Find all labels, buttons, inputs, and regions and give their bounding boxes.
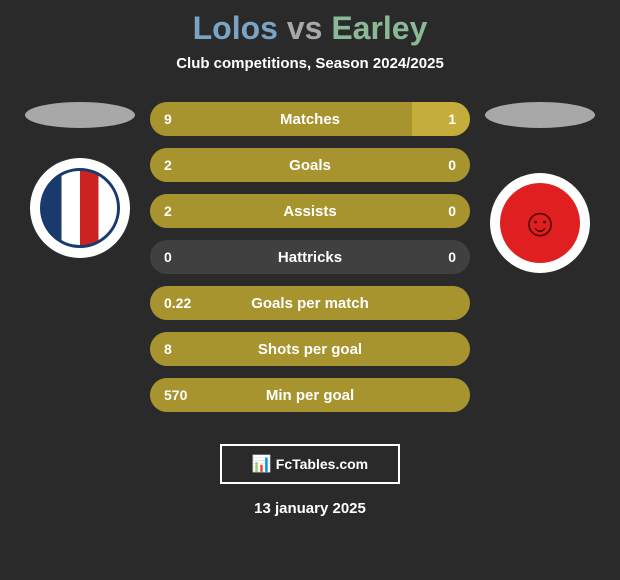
stat-label: Goals per match — [251, 295, 369, 312]
stat-right-value: 1 — [448, 111, 456, 127]
stat-bar: 570 Min per goal — [150, 378, 470, 412]
fctables-label: FcTables.com — [276, 456, 368, 472]
stat-bar: 0.22 Goals per match — [150, 286, 470, 320]
stat-right-value: 0 — [448, 249, 456, 265]
left-crest-icon — [40, 168, 120, 248]
stat-bar: 2 Assists 0 — [150, 194, 470, 228]
stats-column: 9 Matches 1 2 Goals 0 2 Assists 0 0 Hattricks 0 0.22… — [150, 102, 470, 424]
left-oval — [25, 102, 135, 128]
vs-text: vs — [287, 10, 323, 46]
subtitle: Club competitions, Season 2024/2025 — [0, 55, 620, 72]
stat-left-value: 9 — [164, 111, 172, 127]
stat-right-value: 0 — [448, 203, 456, 219]
comparison-title: Lolos vs Earley — [0, 10, 620, 47]
stat-left-value: 2 — [164, 203, 172, 219]
stat-left-value: 570 — [164, 387, 187, 403]
stat-bar: 8 Shots per goal — [150, 332, 470, 366]
bar-right-fill — [412, 102, 470, 136]
stat-left-value: 8 — [164, 341, 172, 357]
stat-left-value: 0.22 — [164, 295, 191, 311]
stat-label: Hattricks — [278, 249, 342, 266]
right-side-column: ☺ — [480, 102, 600, 273]
stat-label: Min per goal — [266, 387, 354, 404]
stat-bar: 9 Matches 1 — [150, 102, 470, 136]
stat-label: Matches — [280, 111, 340, 128]
player-left-name: Lolos — [193, 10, 278, 46]
stat-left-value: 2 — [164, 157, 172, 173]
chart-icon: 📊 — [252, 454, 272, 474]
stat-label: Assists — [283, 203, 336, 220]
stat-bar: 0 Hattricks 0 — [150, 240, 470, 274]
left-side-column — [20, 102, 140, 258]
date-text: 13 january 2025 — [0, 500, 620, 517]
stat-label: Goals — [289, 157, 331, 174]
fctables-watermark: 📊 FcTables.com — [220, 444, 400, 484]
stat-left-value: 0 — [164, 249, 172, 265]
right-crest-icon: ☺ — [500, 183, 580, 263]
right-oval — [485, 102, 595, 128]
stat-label: Shots per goal — [258, 341, 362, 358]
stat-right-value: 0 — [448, 157, 456, 173]
right-club-crest: ☺ — [490, 173, 590, 273]
stat-bar: 2 Goals 0 — [150, 148, 470, 182]
left-club-crest — [30, 158, 130, 258]
player-right-name: Earley — [331, 10, 427, 46]
